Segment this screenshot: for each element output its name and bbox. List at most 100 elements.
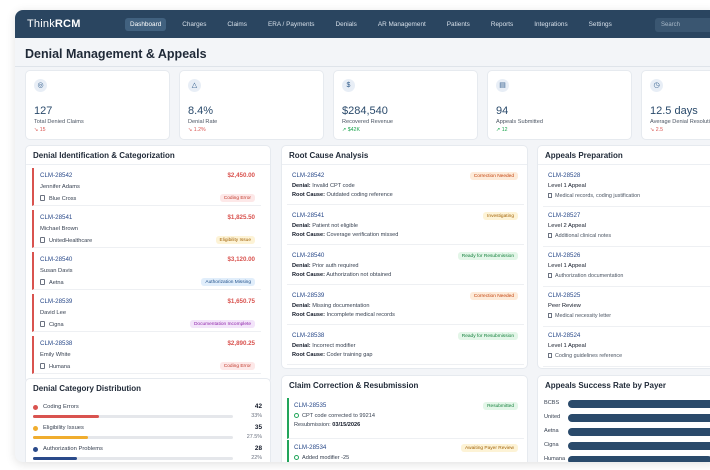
panel-title: Denial Identification & Categorization: [33, 151, 175, 160]
root-cause-item[interactable]: CLM-28542 Denial: Invalid CPT code Root Ca…: [287, 168, 524, 205]
category-dot: [33, 426, 38, 431]
status-badge: Awaiting Payer Review: [461, 444, 518, 452]
category-name: Eligibility Issues: [43, 425, 84, 431]
appeal-item[interactable]: CLM-28525 Peer Review Medical necessity le…: [543, 288, 710, 327]
root-cause-label: Root Cause:: [292, 352, 325, 358]
nav-denials[interactable]: Denials: [335, 20, 357, 28]
root-cause-label: Root Cause:: [292, 272, 325, 278]
claim-id[interactable]: CLM-28526: [548, 252, 581, 259]
patient-name: David Lee: [40, 310, 67, 316]
payer-success-panel: Appeals Success Rate by Payer BCBS United…: [537, 375, 710, 462]
payer-name: Aetna: [40, 279, 64, 286]
kpi-label: Recovered Revenue: [342, 119, 393, 125]
denial-text: Prior auth required: [312, 263, 359, 269]
claim-amount: $2,450.00: [227, 172, 255, 179]
divider: [26, 164, 270, 165]
claim-id[interactable]: CLM-28534: [294, 444, 327, 451]
claim-id[interactable]: CLM-28528: [548, 172, 581, 179]
app-logo[interactable]: ThinkRCM: [27, 18, 81, 30]
documents-text: Medical records, coding justification: [555, 193, 641, 199]
warning-icon: △: [188, 79, 201, 92]
claim-id[interactable]: CLM-28538: [292, 332, 325, 339]
denial-card[interactable]: CLM-28539 $1,650.75 David Lee Cigna Document…: [32, 294, 261, 332]
appeal-item[interactable]: CLM-28526 Level 1 Appeal Authorization doc…: [543, 248, 710, 287]
kpi-label: Appeals Submitted: [496, 119, 543, 125]
payer-label: Cigna: [49, 322, 64, 328]
status-badge: Ready for Resubmission: [457, 332, 518, 340]
category-name: Coding Errors: [43, 404, 79, 410]
claim-id[interactable]: CLM-28541: [292, 212, 325, 219]
nav-ar-management[interactable]: AR Management: [377, 20, 426, 28]
category-dot: [33, 447, 38, 452]
claim-id[interactable]: CLM-28542: [292, 172, 325, 179]
appeal-item[interactable]: CLM-28524 Level 1 Appeal Coding guidelines…: [543, 328, 710, 367]
payer-success-bar: [568, 442, 710, 450]
nav-patients[interactable]: Patients: [446, 20, 470, 28]
category-count: 28: [254, 445, 262, 452]
payer-row: Aetna: [544, 426, 710, 438]
action-text: Added modifier -25: [302, 455, 350, 461]
claim-id[interactable]: CLM-28527: [548, 212, 581, 219]
divider: [15, 66, 710, 67]
payer-row: BCBS: [544, 398, 710, 410]
denial-type-badge: Eligibility Issue: [215, 236, 255, 244]
nav-dashboard[interactable]: Dashboard: [125, 17, 167, 31]
claim-id[interactable]: CLM-28540: [292, 252, 325, 259]
root-cause-item[interactable]: CLM-28538 Denial: Incorrect modifier Root …: [287, 328, 524, 365]
claim-id[interactable]: CLM-28525: [548, 292, 581, 299]
denial-type-badge: Coding Error: [219, 362, 255, 370]
appeal-item[interactable]: CLM-28528 Level 1 Appeal Medical records, …: [543, 168, 710, 207]
appeal-item[interactable]: CLM-28527 Level 2 Appeal Additional clinic…: [543, 208, 710, 247]
claim-id[interactable]: CLM-28541: [40, 214, 73, 221]
panel-title: Appeals Success Rate by Payer: [545, 381, 666, 390]
denial-text: Patient not eligible: [312, 223, 358, 229]
category-name: Authorization Problems: [43, 446, 103, 452]
payer-success-bar: [568, 414, 710, 422]
status-badge: Ready for Resubmission: [457, 252, 518, 260]
claim-id[interactable]: CLM-28539: [40, 298, 73, 305]
payer-label: UnitedHealthcare: [49, 238, 93, 244]
document-icon: [548, 193, 552, 198]
nav-settings[interactable]: Settings: [588, 20, 612, 28]
action-text: CPT code corrected to 99214: [302, 413, 375, 419]
root-cause: Root Cause: Authorization not obtained: [292, 272, 391, 278]
root-cause-item[interactable]: CLM-28540 Denial: Prior auth required Root…: [287, 248, 524, 285]
main-nav: Dashboard Charges Claims ERA / Payments Deni…: [125, 17, 628, 31]
correction-item[interactable]: CLM-28535 CPT code corrected to 99214 Resu…: [287, 398, 524, 439]
claim-amount: $3,120.00: [227, 256, 255, 263]
kpi-change: ↗ $42K: [342, 127, 360, 133]
denial-card[interactable]: CLM-28538 $2,890.25 Emily White Humana Codin…: [32, 336, 261, 374]
category-bar-track: [33, 436, 233, 439]
denial-label: Denial:: [292, 303, 311, 309]
top-navigation-bar: ThinkRCM Dashboard Charges Claims ERA / Pay…: [15, 10, 710, 38]
claim-id[interactable]: CLM-28539: [292, 292, 325, 299]
kpi-card: $ $284,540 Recovered Revenue ↗ $42K: [333, 70, 478, 140]
claim-id[interactable]: CLM-28540: [40, 256, 73, 263]
nav-era-payments[interactable]: ERA / Payments: [267, 20, 315, 28]
search-input[interactable]: Search: [655, 18, 710, 32]
nav-reports[interactable]: Reports: [490, 20, 514, 28]
claim-amount: $2,890.25: [227, 340, 255, 347]
nav-claims[interactable]: Claims: [227, 20, 247, 28]
denial-card[interactable]: CLM-28541 $1,825.50 Michael Brown UnitedHea…: [32, 210, 261, 248]
building-icon: [40, 321, 45, 327]
claim-id[interactable]: CLM-28524: [548, 332, 581, 339]
claim-id[interactable]: CLM-28542: [40, 172, 73, 179]
claim-id[interactable]: CLM-28535: [294, 402, 327, 409]
resubmission-date: Resubmission: 03/15/2026: [294, 422, 360, 428]
status-badge: Resubmitted: [483, 402, 518, 410]
root-cause-item[interactable]: CLM-28539 Denial: Missing documentation Ro…: [287, 288, 524, 325]
appeal-level: Level 1 Appeal: [548, 343, 587, 349]
claim-id[interactable]: CLM-28538: [40, 340, 73, 347]
root-cause-item[interactable]: CLM-28541 Denial: Patient not eligible Roo…: [287, 208, 524, 245]
root-cause-label: Root Cause:: [292, 232, 325, 238]
nav-charges[interactable]: Charges: [182, 20, 207, 28]
kpi-change: ↘ 1.2%: [188, 127, 206, 133]
nav-integrations[interactable]: Integrations: [534, 20, 568, 28]
payer-name: Cigna: [40, 321, 64, 328]
denial-card[interactable]: CLM-28542 $2,450.00 Jennifer Adams Blue Cro…: [32, 168, 261, 206]
denial-card[interactable]: CLM-28540 $3,120.00 Susan Davis Aetna Author…: [32, 252, 261, 290]
appeal-level: Level 1 Appeal: [548, 263, 587, 269]
claim-correction-panel: Claim Correction & Resubmission CLM-2853…: [281, 375, 528, 462]
